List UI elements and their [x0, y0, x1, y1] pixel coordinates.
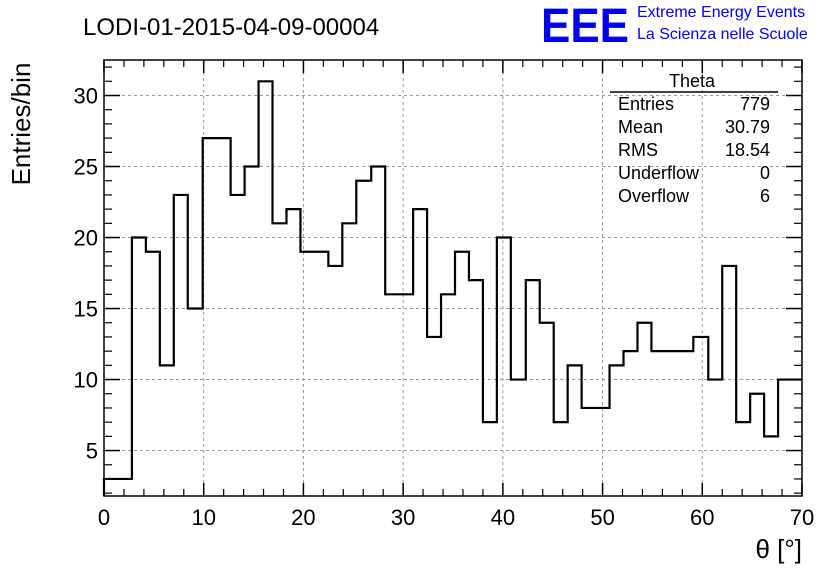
histogram-bin — [385, 294, 413, 496]
histogram-bin — [736, 422, 750, 496]
x-tick-label: 60 — [690, 505, 714, 530]
histogram-bin — [540, 323, 554, 496]
x-tick-label: 30 — [391, 505, 415, 530]
histogram-bin — [286, 209, 300, 496]
histogram-bin — [610, 365, 624, 496]
stats-label-mean: Mean — [618, 117, 663, 137]
histogram-bin — [328, 266, 342, 496]
histogram-bin — [300, 252, 328, 496]
stats-title: Theta — [669, 71, 716, 91]
histogram-bin — [203, 138, 231, 496]
histogram-bin — [188, 309, 203, 496]
histogram-bin — [651, 351, 693, 496]
histogram-bin — [554, 422, 568, 496]
stats-row: Entries 779 — [618, 94, 770, 114]
logo-line-2: La Scienza nelle Scuole — [637, 26, 808, 43]
histogram-bin — [160, 365, 174, 496]
y-tick-label: 15 — [74, 297, 98, 322]
stats-value-mean: 30.79 — [725, 117, 770, 137]
histogram-bin — [273, 223, 287, 496]
stats-row: Underflow 0 — [618, 163, 770, 183]
histogram-bin — [455, 252, 469, 496]
histogram-bin — [356, 181, 371, 496]
x-tick-label: 0 — [98, 505, 110, 530]
histogram-bin — [413, 209, 427, 496]
histogram-bin — [483, 422, 497, 496]
histogram-bin — [750, 394, 764, 496]
histogram-bin — [132, 238, 146, 496]
x-tick-label: 20 — [291, 505, 315, 530]
x-tick-label: 10 — [191, 505, 215, 530]
y-tick-label: 10 — [74, 368, 98, 393]
stats-label-overflow: Overflow — [618, 186, 690, 206]
y-tick-label: 25 — [74, 155, 98, 180]
histogram-series — [102, 80, 802, 496]
histogram-outline — [102, 80, 802, 496]
logo-line-1: Extreme Energy Events — [637, 4, 805, 21]
stats-label-underflow: Underflow — [618, 163, 700, 183]
chart-title: LODI-01-2015-04-09-00004 — [83, 14, 379, 41]
histogram-bin — [511, 380, 526, 496]
stats-value-rms: 18.54 — [725, 140, 770, 160]
x-tick-label: 50 — [590, 505, 614, 530]
stats-label-entries: Entries — [618, 94, 674, 114]
y-tick-label: 30 — [74, 84, 98, 109]
stats-value-underflow: 0 — [760, 163, 770, 183]
histogram-bin — [708, 380, 722, 496]
stats-row: RMS 18.54 — [618, 140, 770, 160]
y-axis-label: Entries/bin — [6, 63, 36, 186]
eee-logo-text: EEE — [541, 0, 629, 53]
stats-box: Theta Entries 779 Mean 30.79 RMS 18.54 U… — [610, 71, 778, 206]
histogram-bin — [342, 223, 356, 496]
y-tick-label: 20 — [74, 226, 98, 251]
stats-value-entries: 779 — [740, 94, 770, 114]
plot-frame — [103, 59, 803, 497]
histogram-bin — [568, 365, 582, 496]
x-axis-label: θ [°] — [755, 534, 802, 564]
histogram-bin — [174, 195, 188, 496]
stats-row: Overflow 6 — [618, 186, 770, 206]
histogram-bin — [764, 436, 778, 496]
histogram-bin — [526, 280, 540, 496]
stats-label-rms: RMS — [618, 140, 658, 160]
histogram-bin — [259, 81, 273, 496]
stats-row: Mean 30.79 — [618, 117, 770, 137]
histogram-bin — [371, 167, 385, 496]
histogram-bin — [469, 280, 483, 496]
histogram-bin — [582, 408, 610, 496]
histogram-bin — [427, 337, 441, 496]
histogram-bin — [637, 323, 651, 496]
histogram-bin — [693, 337, 708, 496]
y-tick-label: 5 — [86, 439, 98, 464]
histogram-bin — [624, 351, 638, 496]
histogram-bin — [441, 294, 455, 496]
stats-value-overflow: 6 — [760, 186, 770, 206]
x-tick-label: 70 — [790, 505, 814, 530]
histogram-bin — [245, 167, 259, 496]
eee-logo: EEE Extreme Energy Events La Scienza nel… — [541, 0, 808, 53]
grid-lines — [104, 60, 802, 496]
histogram-bin — [722, 266, 736, 496]
histogram-bin — [146, 252, 160, 496]
x-tick-label: 40 — [491, 505, 515, 530]
histogram-bin — [497, 238, 511, 496]
